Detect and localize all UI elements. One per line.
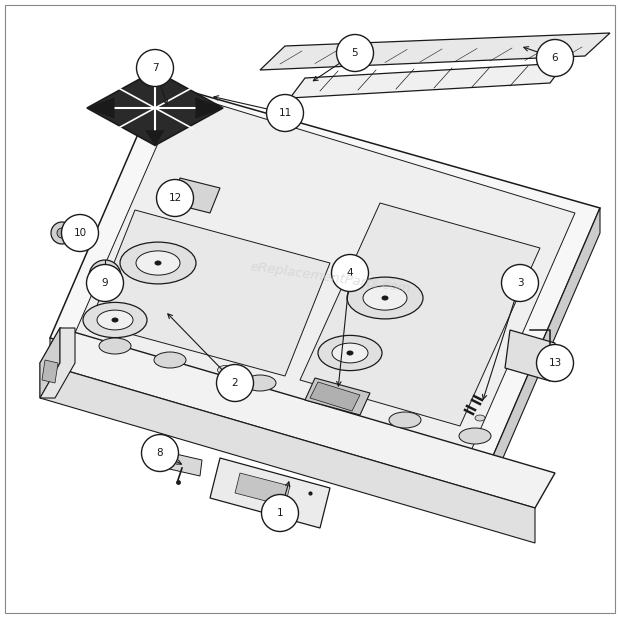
Polygon shape: [40, 328, 75, 398]
Ellipse shape: [154, 261, 161, 266]
Text: 8: 8: [157, 448, 163, 458]
Polygon shape: [490, 208, 600, 488]
Polygon shape: [50, 83, 600, 463]
Text: 1: 1: [277, 508, 283, 518]
Ellipse shape: [363, 286, 407, 310]
Circle shape: [136, 49, 174, 87]
Ellipse shape: [347, 277, 423, 319]
Circle shape: [332, 255, 368, 292]
Polygon shape: [146, 130, 164, 145]
Polygon shape: [305, 378, 370, 415]
Polygon shape: [40, 328, 60, 398]
Polygon shape: [42, 360, 58, 383]
Ellipse shape: [97, 310, 133, 330]
Ellipse shape: [51, 222, 73, 244]
Ellipse shape: [83, 302, 147, 337]
Text: 7: 7: [152, 63, 158, 73]
Polygon shape: [146, 70, 164, 85]
Circle shape: [262, 494, 298, 531]
Polygon shape: [260, 33, 610, 70]
Circle shape: [87, 265, 123, 302]
Polygon shape: [210, 458, 330, 528]
Circle shape: [216, 365, 254, 402]
Ellipse shape: [89, 260, 121, 292]
Ellipse shape: [318, 336, 382, 371]
Text: 13: 13: [548, 358, 562, 368]
Polygon shape: [165, 452, 202, 476]
Circle shape: [267, 95, 304, 132]
Text: 5: 5: [352, 48, 358, 58]
Text: 11: 11: [278, 108, 291, 118]
Polygon shape: [196, 98, 223, 118]
Ellipse shape: [389, 412, 421, 428]
Text: 9: 9: [102, 278, 108, 288]
Polygon shape: [90, 210, 330, 376]
Polygon shape: [87, 70, 223, 145]
Circle shape: [536, 40, 574, 77]
Circle shape: [502, 265, 539, 302]
Ellipse shape: [244, 375, 276, 391]
Ellipse shape: [459, 428, 491, 444]
Text: 6: 6: [552, 53, 559, 63]
Text: 2: 2: [232, 378, 238, 388]
Polygon shape: [235, 473, 290, 506]
Circle shape: [337, 35, 373, 72]
Text: 3: 3: [516, 278, 523, 288]
Ellipse shape: [475, 415, 485, 421]
Polygon shape: [50, 338, 490, 488]
Ellipse shape: [99, 338, 131, 354]
Polygon shape: [300, 203, 540, 426]
Text: 4: 4: [347, 268, 353, 278]
Circle shape: [141, 434, 179, 472]
Text: eReplacementParts.com: eReplacementParts.com: [249, 260, 411, 295]
Ellipse shape: [324, 423, 336, 430]
Ellipse shape: [154, 352, 186, 368]
Ellipse shape: [96, 267, 114, 285]
Polygon shape: [75, 93, 575, 453]
Text: 12: 12: [169, 193, 182, 203]
Circle shape: [156, 179, 193, 216]
Circle shape: [536, 344, 574, 381]
Circle shape: [61, 214, 99, 252]
Ellipse shape: [332, 343, 368, 363]
Polygon shape: [310, 382, 360, 411]
Ellipse shape: [112, 318, 118, 323]
Ellipse shape: [347, 350, 353, 355]
Ellipse shape: [57, 228, 67, 238]
Polygon shape: [40, 363, 535, 543]
Polygon shape: [170, 178, 220, 213]
Polygon shape: [87, 98, 114, 118]
Ellipse shape: [381, 295, 389, 300]
Polygon shape: [290, 63, 565, 98]
Polygon shape: [505, 330, 555, 381]
Ellipse shape: [136, 251, 180, 275]
Polygon shape: [40, 328, 555, 508]
Ellipse shape: [218, 365, 232, 375]
Ellipse shape: [120, 242, 196, 284]
Text: 10: 10: [73, 228, 87, 238]
